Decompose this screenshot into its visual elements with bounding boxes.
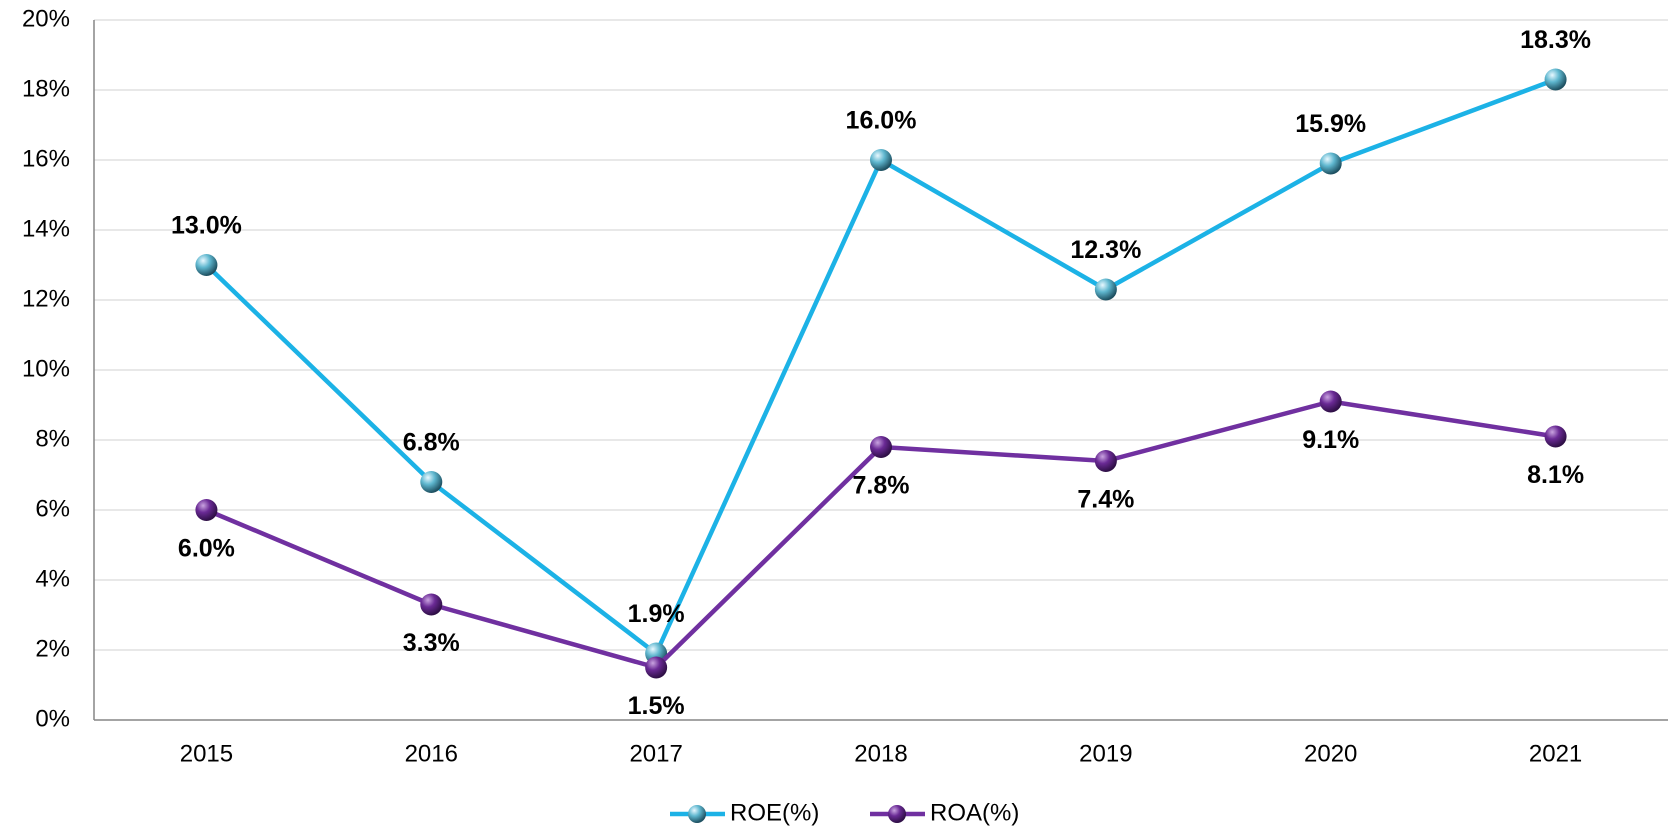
- point-marker: [870, 149, 892, 171]
- y-tick-label: 16%: [22, 145, 70, 172]
- data-label: 18.3%: [1520, 26, 1591, 54]
- point-marker: [420, 593, 443, 616]
- x-tick-label: 2021: [1529, 740, 1582, 767]
- y-tick-label: 12%: [22, 285, 70, 312]
- point-marker: [1094, 450, 1117, 472]
- point-marker: [195, 499, 218, 521]
- data-label: 7.8%: [853, 472, 910, 500]
- data-label: 1.9%: [628, 600, 685, 628]
- x-tick-label: 2016: [405, 740, 458, 767]
- point-marker: [1319, 152, 1342, 175]
- point-marker: [1544, 68, 1567, 91]
- legend-marker: [688, 805, 706, 823]
- y-tick-label: 10%: [22, 355, 70, 382]
- legend-label: ROE(%): [730, 799, 819, 826]
- y-tick-label: 18%: [22, 75, 70, 102]
- point-marker: [645, 656, 668, 679]
- point-marker: [1544, 425, 1567, 448]
- data-label: 1.5%: [628, 692, 685, 720]
- data-label: 16.0%: [846, 107, 917, 135]
- x-tick-label: 2020: [1304, 740, 1357, 767]
- point-marker: [195, 254, 218, 276]
- data-label: 8.1%: [1527, 461, 1584, 489]
- legend-marker: [888, 805, 906, 823]
- data-label: 13.0%: [171, 212, 242, 240]
- data-label: 6.8%: [403, 429, 460, 457]
- y-tick-label: 4%: [35, 565, 70, 592]
- y-tick-label: 20%: [22, 5, 70, 32]
- data-label: 6.0%: [178, 535, 235, 563]
- y-tick-label: 0%: [35, 705, 70, 732]
- x-tick-label: 2019: [1079, 740, 1132, 767]
- y-tick-label: 6%: [35, 495, 70, 522]
- data-label: 12.3%: [1070, 236, 1141, 264]
- data-label: 15.9%: [1295, 110, 1366, 138]
- y-tick-label: 2%: [35, 635, 70, 662]
- point-marker: [420, 471, 443, 493]
- legend-label: ROA(%): [930, 799, 1019, 826]
- data-label: 9.1%: [1302, 426, 1359, 454]
- data-label: 3.3%: [403, 629, 460, 657]
- x-tick-label: 2015: [180, 740, 233, 767]
- point-marker: [1319, 390, 1342, 413]
- y-tick-label: 14%: [22, 215, 70, 242]
- x-tick-label: 2017: [629, 740, 682, 767]
- point-marker: [870, 436, 892, 458]
- data-label: 7.4%: [1077, 486, 1134, 514]
- point-marker: [1094, 278, 1117, 301]
- x-tick-label: 2018: [854, 740, 907, 767]
- y-tick-label: 8%: [35, 425, 70, 452]
